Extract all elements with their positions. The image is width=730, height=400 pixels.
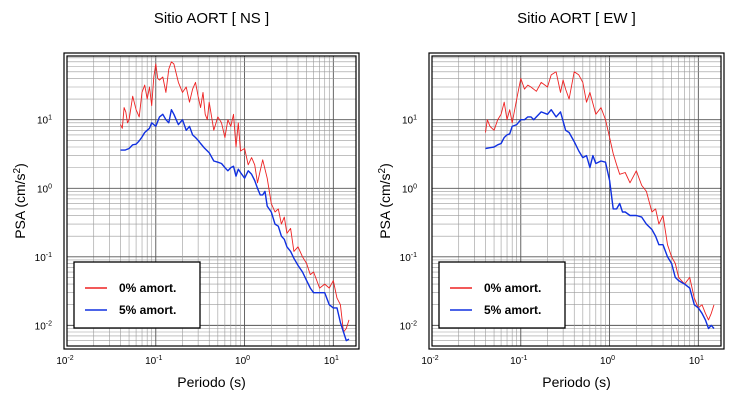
series-line-blue [485,108,715,330]
x-tick-label: 100 [600,355,615,367]
y-tick-label: 100 [402,183,417,195]
y-axis-label-close: ) [12,163,28,168]
plot-frame-inner [66,55,357,347]
y-tick-label: 10-2 [35,320,52,332]
plot-frame-outer [63,52,360,350]
y-tick-exp: 1 [413,115,417,122]
x-axis-label: Periodo (s) [542,374,610,390]
y-axis-label-text: PSA (cm/s [377,173,393,238]
x-tick-base: 10 [421,356,433,367]
y-tick-label: 10-1 [400,252,417,264]
y-tick-base: 10 [37,184,49,195]
y-tick-base: 10 [37,116,49,127]
x-tick-base: 10 [235,356,247,367]
legend: 0% amort. 5% amort. [73,261,201,329]
plot-frame-outer [428,52,725,350]
legend: 0% amort. 5% amort. [438,261,566,329]
grid [431,56,721,347]
y-axis-label: PSA (cm/s2) [377,163,393,239]
x-tick-base: 10 [145,356,157,367]
legend-box [438,261,566,329]
y-tick-label: 101 [37,115,52,127]
y-axis-label-sup: 2 [12,167,23,173]
y-tick-exp: -1 [411,252,417,259]
y-tick-label: 101 [402,115,417,127]
y-tick-exp: 0 [413,183,417,190]
series-line-blue [120,108,350,342]
x-tick-exp: -1 [521,355,527,362]
y-tick-exp: -1 [46,252,52,259]
x-tick-label: 10-1 [510,355,527,367]
y-axis-label-close: ) [377,163,393,168]
legend-box [73,261,201,329]
y-tick-exp: -2 [411,320,417,327]
x-tick-label: 10-2 [421,355,438,367]
x-tick-label: 101 [689,355,704,367]
x-tick-label: 101 [324,355,339,367]
series-line-red [485,71,715,321]
y-tick-exp: 0 [48,183,52,190]
y-tick-exp: -2 [46,320,52,327]
plot-frame-inner [431,55,722,347]
series-line-red [120,61,350,333]
x-tick-exp: 0 [611,355,615,362]
x-tick-label: 10-1 [145,355,162,367]
y-tick-base: 10 [400,253,412,264]
x-tick-label: 100 [235,355,250,367]
y-tick-label: 10-2 [400,320,417,332]
x-tick-base: 10 [510,356,522,367]
x-tick-base: 10 [600,356,612,367]
y-tick-label: 100 [37,183,52,195]
y-tick-base: 10 [402,116,414,127]
legend-label: 0% amort. [484,281,541,295]
y-tick-base: 10 [402,184,414,195]
chart-title: Sitio AORT [ EW ] [517,10,636,27]
y-tick-exp: 1 [48,115,52,122]
legend-label: 0% amort. [119,281,176,295]
y-tick-label: 10-1 [35,252,52,264]
legend-label: 5% amort. [484,303,541,317]
x-tick-base: 10 [324,356,336,367]
legend-label: 5% amort. [119,303,176,317]
y-tick-base: 10 [35,321,47,332]
x-tick-label: 10-2 [56,355,73,367]
chart-title: Sitio AORT [ NS ] [154,10,269,27]
y-axis-label: PSA (cm/s2) [12,163,28,239]
x-tick-base: 10 [689,356,701,367]
x-tick-exp: -2 [67,355,73,362]
y-axis-label-text: PSA (cm/s [12,173,28,238]
x-tick-exp: -1 [156,355,162,362]
x-tick-exp: 1 [700,355,704,362]
x-tick-base: 10 [56,356,68,367]
y-axis-label-sup: 2 [377,167,388,173]
y-tick-base: 10 [35,253,47,264]
x-tick-exp: -2 [432,355,438,362]
x-tick-exp: 1 [335,355,339,362]
x-tick-exp: 0 [246,355,250,362]
y-tick-base: 10 [400,321,412,332]
x-axis-label: Periodo (s) [177,374,245,390]
